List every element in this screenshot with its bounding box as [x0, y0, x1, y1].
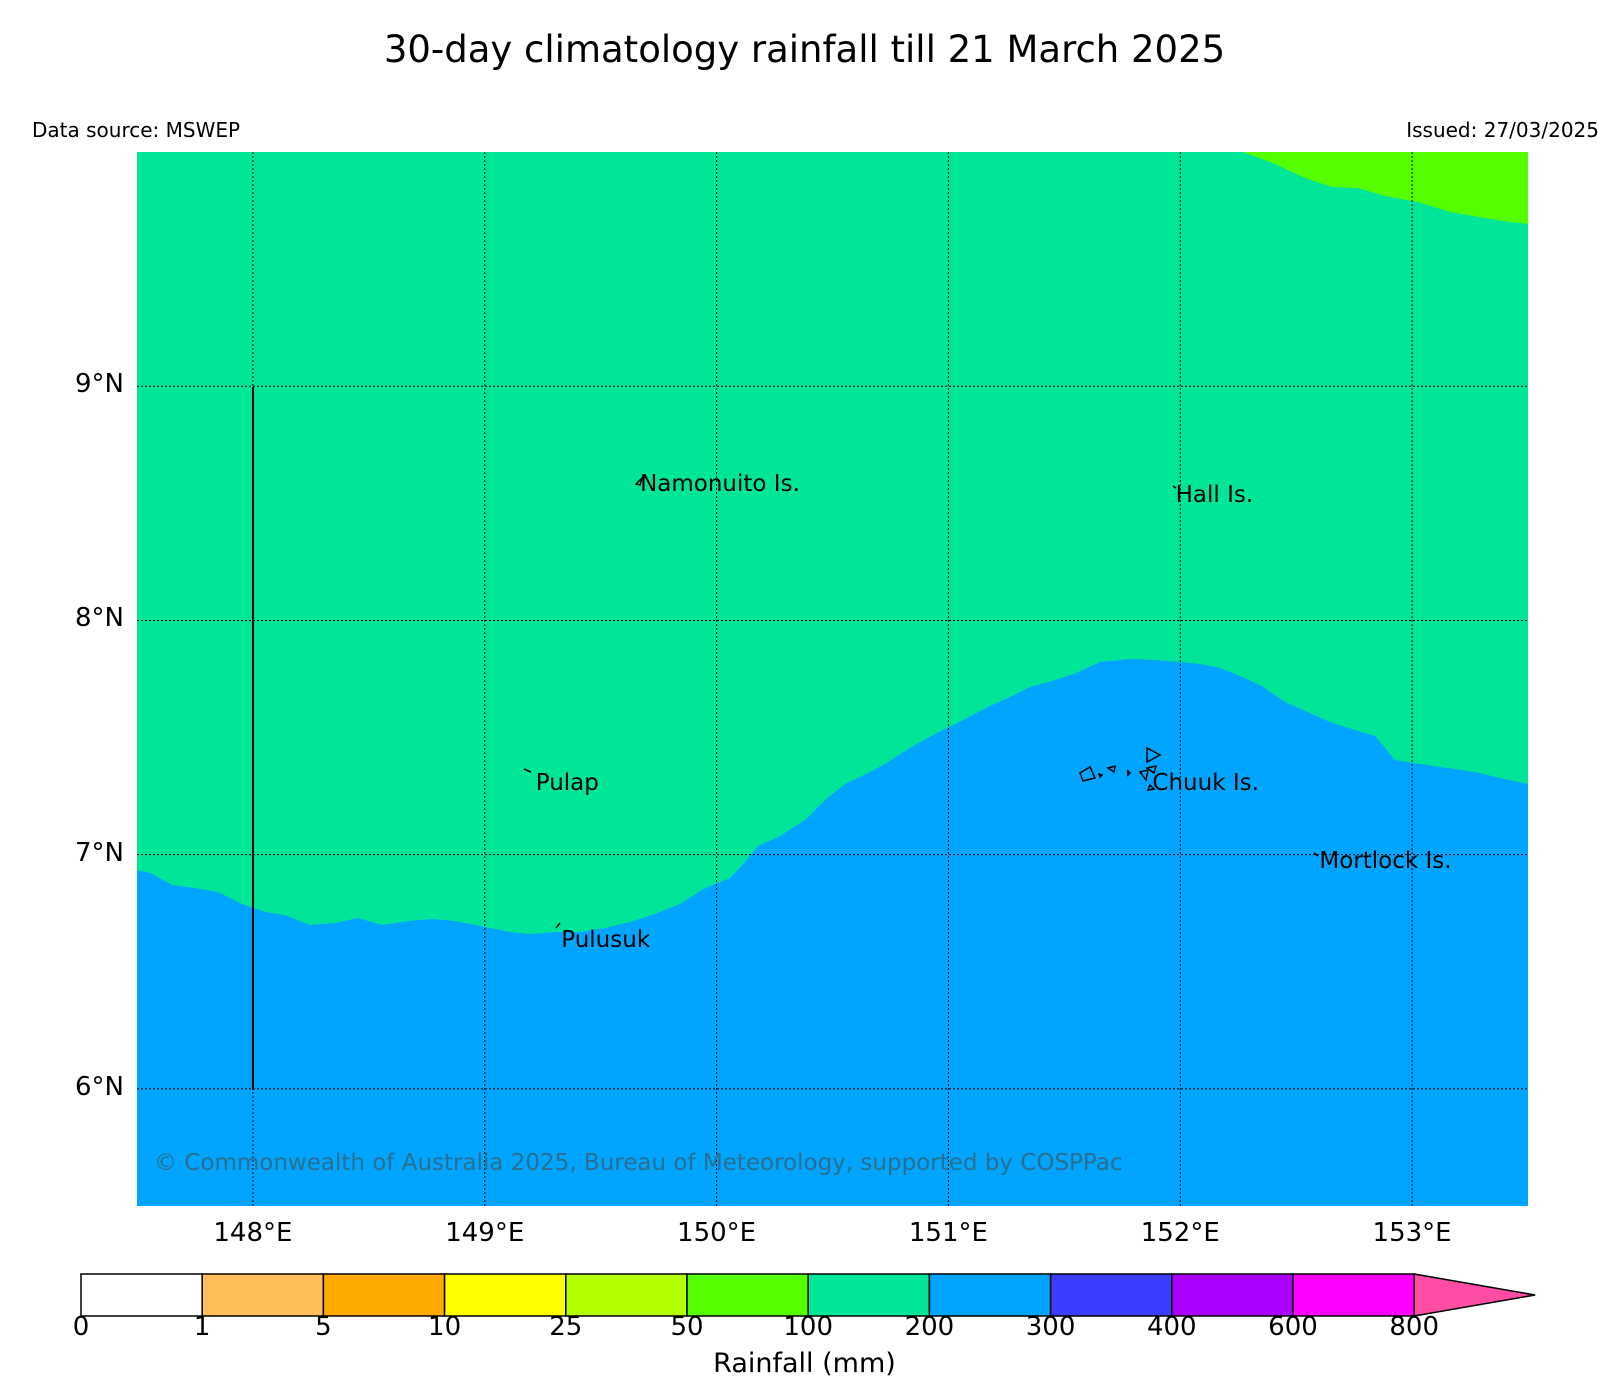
copyright-notice: © Commonwealth of Australia 2025, Bureau… — [154, 1150, 1123, 1176]
place-label: Mortlock Is. — [1319, 847, 1452, 874]
issued-date-label: Issued: 27/03/2025 — [1406, 118, 1599, 142]
colorbar-tick-label: 300 — [1025, 1312, 1076, 1342]
colorbar-tick-label: 1 — [193, 1312, 211, 1342]
colorbar-tick-label: 400 — [1146, 1312, 1197, 1342]
colorbar-tick-label: 600 — [1268, 1312, 1318, 1342]
colorbar-tick-label: 10 — [428, 1312, 462, 1342]
colorbar-tick-label: 100 — [783, 1312, 833, 1342]
longitude-label: 148°E — [213, 1218, 293, 1248]
colorbar-tick-label: 200 — [904, 1312, 955, 1342]
latitude-label: 8°N — [75, 603, 124, 634]
colorbar-tick-label: 0 — [72, 1312, 90, 1342]
place-label: Chuuk Is. — [1152, 770, 1259, 797]
latitude-label: 6°N — [75, 1071, 124, 1102]
colorbar-tick-label: 5 — [315, 1312, 332, 1342]
latitude-label: 7°N — [75, 837, 124, 868]
place-label: Pulusuk — [561, 927, 651, 954]
place-label: Namonuito Is. — [640, 470, 800, 497]
data-source-label: Data source: MSWEP — [32, 118, 241, 142]
place-label: Pulap — [535, 770, 599, 797]
colorbar-tick-label: 25 — [549, 1312, 583, 1342]
colorbar-tick-label: 50 — [670, 1312, 704, 1342]
map-title: 30-day climatology rainfall till 21 Marc… — [383, 28, 1226, 71]
colorbar-label: Rainfall (mm) — [713, 1348, 896, 1379]
island-outlines — [523, 475, 1319, 929]
longitude-label: 153°E — [1372, 1218, 1452, 1248]
longitude-label: 149°E — [445, 1218, 525, 1248]
longitude-label: 150°E — [677, 1218, 757, 1248]
longitude-label: 152°E — [1140, 1218, 1220, 1248]
place-label: Hall Is. — [1175, 482, 1254, 509]
longitude-label: 151°E — [908, 1218, 988, 1248]
latitude-label: 9°N — [75, 369, 124, 400]
region-50-100 — [1243, 152, 1528, 224]
colorbar-tick-label: 800 — [1389, 1312, 1439, 1342]
